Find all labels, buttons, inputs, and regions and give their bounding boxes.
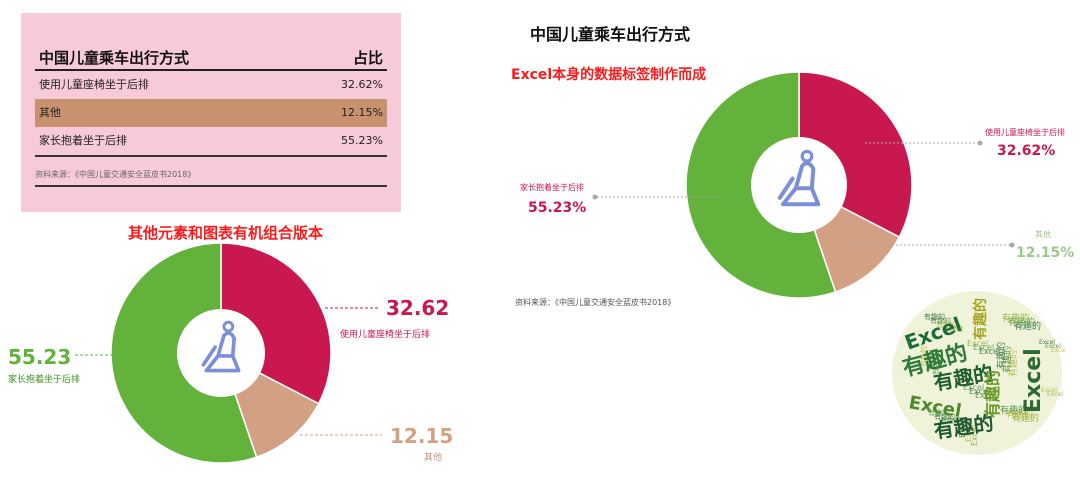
label-seat: 使用儿童座椅坐于后排 xyxy=(985,127,1065,137)
table-title: 中国儿童乘车出行方式 xyxy=(39,49,190,67)
car-seat-icon-shape xyxy=(777,161,821,207)
wc-texture-word: 有趣的 xyxy=(1008,316,1035,328)
value-label-parent: 55.23 xyxy=(8,345,71,369)
right-donut-hole xyxy=(751,137,847,233)
wc-texture-word: 有趣的 xyxy=(1006,408,1033,420)
wc-texture-word: 有趣的 xyxy=(1002,312,1029,324)
car-seat-icon-head xyxy=(800,149,814,163)
wc-texture-word: Excel xyxy=(964,421,973,442)
word-cloud: 有趣的Excel有趣的有趣的Excel有趣的Excel有趣的Excel有趣的有趣… xyxy=(890,288,1067,458)
table-header: 中国儿童乘车出行方式 占比 xyxy=(35,47,387,71)
wc-texture-word: 有趣的 xyxy=(940,416,961,425)
word-cloud-texture: 有趣的Excel有趣的有趣的Excel有趣的Excel有趣的Excel有趣的有趣… xyxy=(919,312,1067,446)
table-row: 其他 12.15% xyxy=(35,99,387,127)
label-other: 其他 xyxy=(424,451,442,463)
left-chart-caption: 其他元素和图表有机组合版本 xyxy=(128,224,324,242)
wc-texture-word: 有趣的 xyxy=(925,350,934,371)
value-label-parent: 55.23% xyxy=(528,200,586,216)
left-donut-chart: 32.62 使用儿童座椅坐于后排 12.15 其他 55.23 家长抱着坐于后排 xyxy=(8,242,453,464)
wc-texture-word: 有趣的 xyxy=(1014,320,1041,332)
word-cloud-svg: 有趣的Excel有趣的有趣的Excel有趣的Excel有趣的Excel有趣的有趣… xyxy=(892,291,1067,455)
wc-texture-word: 有趣的 xyxy=(931,354,940,375)
wc-texture-word: Excel xyxy=(979,347,1000,356)
wc-texture-word: 有趣的 xyxy=(930,316,951,325)
wc-texture-word: 有趣的 xyxy=(934,412,955,421)
wc-texture-word: 有趣的 xyxy=(995,342,1007,369)
wc-word: Excel xyxy=(1021,348,1046,413)
wc-texture-word: Excel xyxy=(1051,347,1065,354)
wc-word: 有趣的 xyxy=(972,298,989,340)
table-row: 使用儿童座椅坐于后排 32.62% xyxy=(35,71,387,99)
label-parent: 家长抱着坐于后排 xyxy=(520,182,584,192)
wc-texture-word: Excel xyxy=(958,417,967,438)
wc-texture-word: 有趣的 xyxy=(1001,346,1013,373)
right-chart-source: 资料来源：《中国儿童交通安全蓝皮书2018》 xyxy=(515,298,676,307)
left-donut-hole xyxy=(177,309,265,397)
wc-texture-word: Excel xyxy=(1039,339,1055,346)
car-seat-icon xyxy=(777,149,821,207)
wc-texture-word: 有趣的 xyxy=(942,324,963,333)
label-other: 其他 xyxy=(1035,229,1051,239)
wc-texture-word: Excel xyxy=(975,391,996,400)
value-label-other: 12.15% xyxy=(1016,245,1074,261)
value-label-other: 12.15 xyxy=(390,424,453,448)
table-row: 家长抱着坐于后排 55.23% xyxy=(35,127,387,155)
label-parent: 家长抱着坐于后排 xyxy=(8,373,80,385)
right-donut-chart: 使用儿童座椅坐于后排 32.62% 其他 12.15% 家长抱着坐于后排 55.… xyxy=(520,71,1074,299)
table-value-header: 占比 xyxy=(352,49,383,67)
wc-word: 有趣的 xyxy=(983,370,1002,418)
right-chart-title: 中国儿童乘车出行方式 xyxy=(530,25,691,44)
value-label-seat: 32.62 xyxy=(386,296,449,320)
row-value: 55.23% xyxy=(341,134,383,147)
wc-texture-word: 有趣的 xyxy=(1000,404,1027,416)
label-seat: 使用儿童座椅坐于后排 xyxy=(340,328,430,340)
wc-texture-word: Excel xyxy=(1047,391,1063,398)
data-table-card: 中国儿童乘车出行方式 占比 使用儿童座椅坐于后排 32.62% 其他 12.15… xyxy=(21,13,401,212)
car-seat-icon-head xyxy=(222,320,235,333)
leader-dot xyxy=(1009,242,1015,248)
leader-dot xyxy=(977,140,983,146)
wc-texture-word: Excel xyxy=(973,343,994,352)
row-value: 32.62% xyxy=(341,78,383,91)
wc-texture-word: 有趣的 xyxy=(936,320,957,329)
wc-texture-word: Excel xyxy=(969,387,990,396)
wc-texture-word: Excel xyxy=(963,383,984,392)
row-label: 使用儿童座椅坐于后排 xyxy=(39,78,149,91)
wc-texture-word: 有趣的 xyxy=(928,408,949,417)
row-value: 12.15% xyxy=(341,106,383,119)
wc-texture-word: 有趣的 xyxy=(1007,350,1019,377)
value-label-seat: 32.62% xyxy=(997,143,1055,159)
right-chart-subtitle: Excel本身的数据标签制作而成 xyxy=(511,67,707,83)
table-source: 资料来源：《中国儿童交通安全蓝皮书2018》 xyxy=(35,170,196,179)
car-seat-icon-shape xyxy=(201,331,241,373)
wc-texture-word: 有趣的 xyxy=(924,312,945,321)
wc-texture-word: Excel xyxy=(967,339,988,348)
wc-texture-word: Excel xyxy=(1045,343,1061,350)
row-label: 家长抱着坐于后排 xyxy=(39,134,127,147)
wc-texture-word: 有趣的 xyxy=(919,346,928,367)
row-label: 其他 xyxy=(39,106,61,119)
leader-dot xyxy=(592,194,598,200)
wc-texture-word: Excel xyxy=(1041,387,1057,394)
wc-texture-word: Excel xyxy=(970,425,979,446)
wc-texture-word: 有趣的 xyxy=(1012,412,1039,424)
car-seat-icon xyxy=(201,320,241,373)
